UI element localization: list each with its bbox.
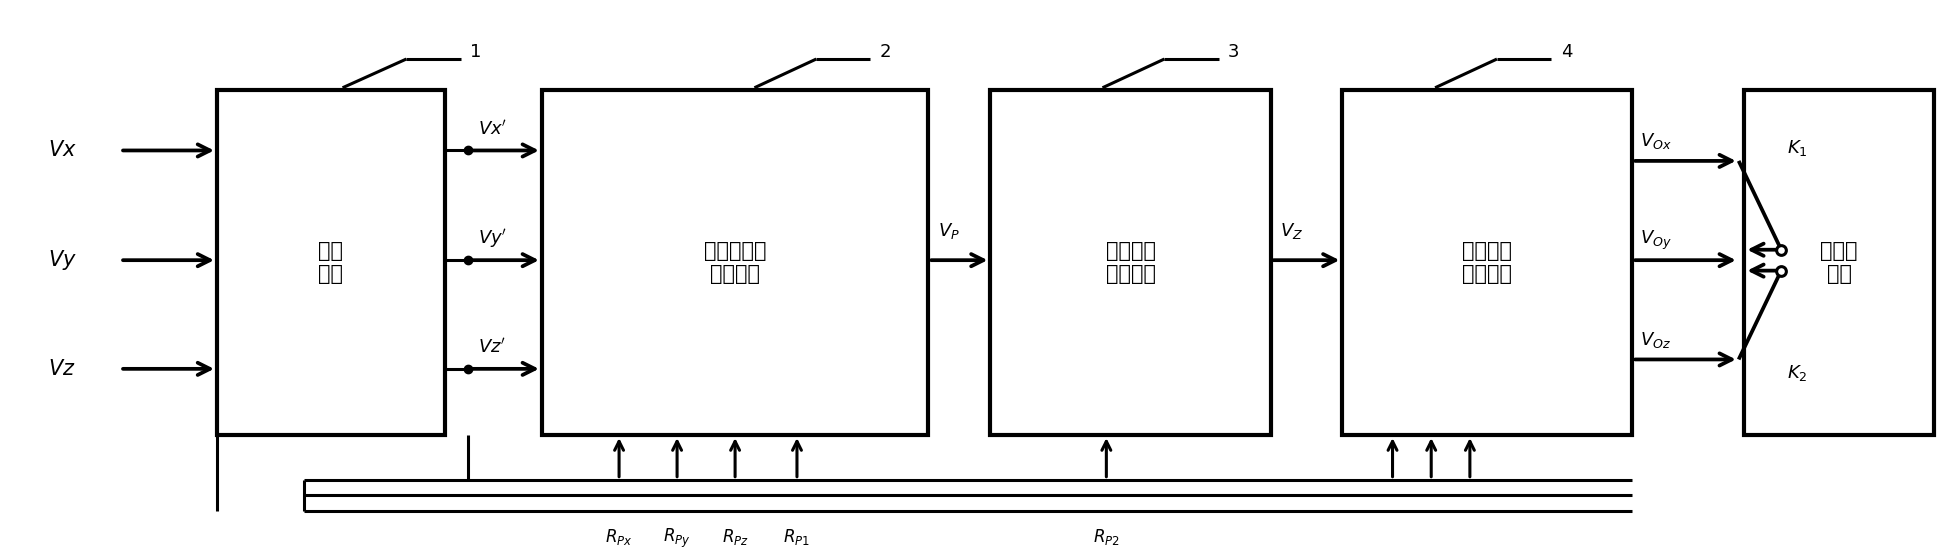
Text: 控制信号
形成电路: 控制信号 形成电路 [1105,241,1155,284]
FancyBboxPatch shape [218,90,445,435]
Text: $R_{Py}$: $R_{Py}$ [664,527,691,550]
Text: $Vz$: $Vz$ [49,359,76,379]
Text: $Vz'$: $Vz'$ [478,337,505,356]
Text: 输入
电路: 输入 电路 [318,241,344,284]
Text: 任意截平面
生成电路: 任意截平面 生成电路 [703,241,767,284]
Text: 4: 4 [1561,43,1573,61]
Text: 2: 2 [880,43,891,61]
Text: $V_P$: $V_P$ [938,222,959,242]
Text: $Vy$: $Vy$ [49,248,76,272]
Text: $Vx'$: $Vx'$ [478,119,507,138]
Text: 3: 3 [1227,43,1239,61]
Text: 示波器
显示: 示波器 显示 [1820,241,1858,284]
Text: $R_{P1}$: $R_{P1}$ [783,527,810,547]
FancyBboxPatch shape [990,90,1270,435]
Text: 显示信号
形成电路: 显示信号 形成电路 [1462,241,1513,284]
Text: $V_{Oz}$: $V_{Oz}$ [1641,330,1672,350]
Text: $V_Z$: $V_Z$ [1280,222,1303,242]
FancyBboxPatch shape [1744,90,1934,435]
Text: $Vy'$: $Vy'$ [478,227,507,250]
Text: $K_2$: $K_2$ [1787,362,1808,382]
Text: $R_{P2}$: $R_{P2}$ [1093,527,1121,547]
Text: $Vx$: $Vx$ [49,141,76,161]
Text: $K_1$: $K_1$ [1787,138,1808,158]
Text: $V_{Ox}$: $V_{Ox}$ [1641,131,1672,151]
Text: $R_{Px}$: $R_{Px}$ [606,527,633,547]
FancyBboxPatch shape [1342,90,1633,435]
Text: 1: 1 [470,43,482,61]
Text: $V_{Oy}$: $V_{Oy}$ [1641,229,1672,252]
Text: $R_{Pz}$: $R_{Pz}$ [722,527,748,547]
FancyBboxPatch shape [542,90,928,435]
